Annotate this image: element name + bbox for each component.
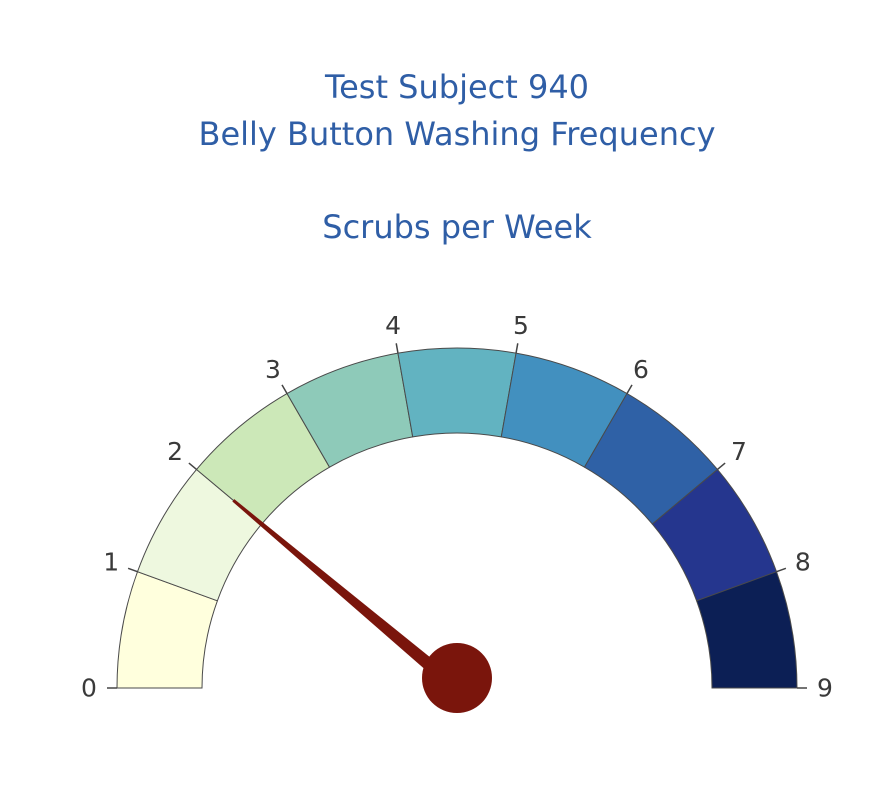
gauge-needle-hub: [422, 643, 492, 713]
tick-label-5: 5: [513, 311, 529, 340]
gauge-band-8-9: [695, 571, 798, 689]
tick-label-0: 0: [81, 674, 97, 703]
tick-label-6: 6: [633, 355, 649, 384]
tick-label-7: 7: [731, 437, 747, 466]
tick-mark-7: [716, 462, 726, 471]
tick-mark-8: [776, 567, 787, 573]
tick-label-4: 4: [385, 311, 401, 340]
tick-label-8: 8: [795, 548, 811, 577]
gauge-band-4-5: [397, 347, 517, 438]
tick-label-1: 1: [103, 548, 119, 577]
tick-mark-6: [626, 384, 633, 394]
tick-mark-2: [188, 462, 198, 471]
tick-mark-3: [281, 384, 288, 394]
tick-label-3: 3: [265, 355, 281, 384]
tick-mark-4: [395, 343, 399, 354]
gauge-needle: [232, 499, 462, 694]
gauge-needle-group: [232, 499, 492, 713]
tick-label-9: 9: [817, 674, 833, 703]
tick-mark-5: [515, 343, 519, 354]
chart-title-line2: Belly Button Washing Frequency: [198, 115, 715, 153]
gauge-ticks: 0 1 2 3 4 5 6 7 8 9: [81, 311, 833, 702]
chart-subtitle: Scrubs per Week: [322, 208, 592, 246]
chart-title-line1: Test Subject 940: [324, 68, 589, 106]
tick-label-2: 2: [167, 437, 183, 466]
gauge-bands: [116, 347, 798, 689]
tick-mark-1: [127, 567, 138, 573]
